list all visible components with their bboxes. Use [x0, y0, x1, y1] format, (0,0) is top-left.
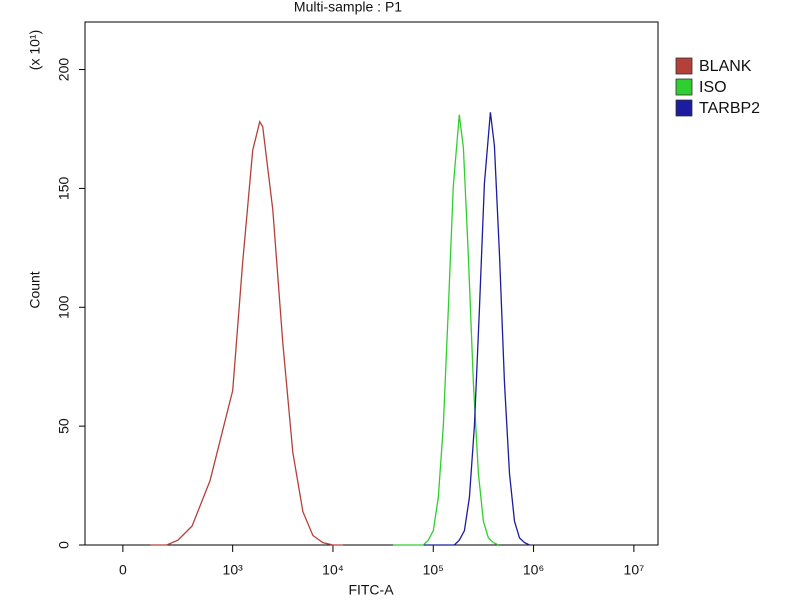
x-tick-label: 10⁷	[624, 562, 645, 578]
legend-label: ISO	[699, 79, 727, 96]
histogram-line	[393, 114, 499, 546]
y-tick-label: 100	[56, 295, 72, 319]
legend-swatch	[675, 78, 693, 96]
y-tick-label: 50	[56, 418, 72, 434]
x-tick-label: 10⁵	[423, 562, 444, 578]
legend-label: TARBP2	[699, 100, 760, 117]
x-tick-label: 0	[119, 562, 127, 578]
y-tick-label: 150	[56, 177, 72, 201]
x-tick-label: 10⁴	[322, 562, 344, 578]
y-axis-label: Count	[27, 271, 43, 308]
chart-title: Multi-sample : P1	[294, 0, 402, 15]
y-tick-label: 200	[56, 58, 72, 82]
x-tick-label: 10⁶	[523, 562, 544, 578]
legend-label: BLANK	[699, 58, 752, 75]
x-axis-label: FITC-A	[348, 582, 394, 598]
y-tick-label: 0	[56, 541, 72, 549]
y-multiplier: (x 10¹)	[27, 30, 43, 70]
x-tick-label: 10³	[223, 562, 244, 578]
histogram-line	[150, 120, 343, 546]
plot-frame	[84, 21, 659, 546]
legend-swatch	[675, 57, 693, 75]
legend-swatch	[675, 99, 693, 117]
histogram-line	[424, 112, 530, 546]
